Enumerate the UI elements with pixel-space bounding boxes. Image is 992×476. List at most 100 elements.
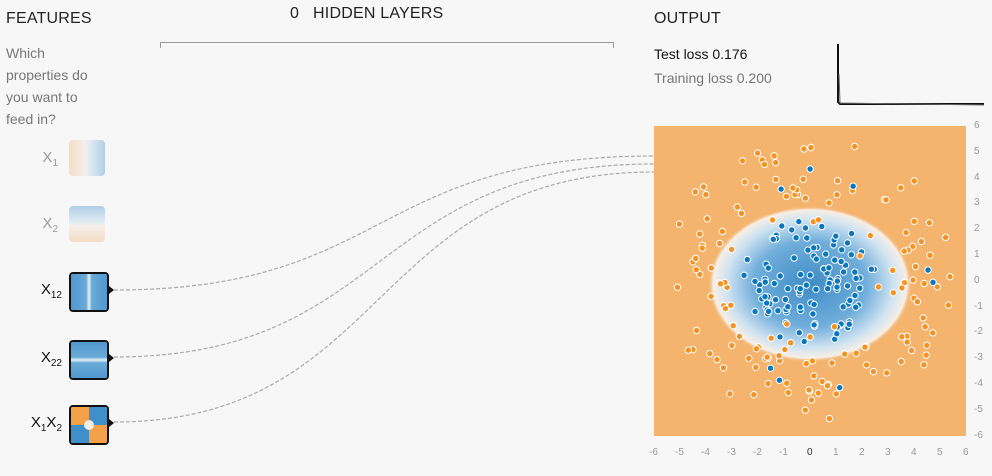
data-point (684, 346, 692, 354)
data-point (856, 252, 864, 260)
data-point (924, 266, 932, 274)
feature-x1[interactable]: X1 (0, 140, 110, 180)
data-point (818, 377, 826, 386)
features-title: FEATURES (6, 10, 92, 27)
data-point (803, 234, 811, 242)
data-point (718, 227, 727, 236)
data-point (789, 184, 797, 192)
y-tick-label: -4 (974, 378, 983, 389)
data-point (833, 191, 841, 199)
x-tick-label: 2 (859, 447, 865, 458)
data-point (933, 283, 941, 291)
data-point (907, 346, 916, 355)
data-point (806, 165, 814, 173)
data-point (843, 239, 852, 247)
x-tick-label: -3 (727, 447, 736, 458)
data-point (740, 271, 748, 280)
data-point (719, 364, 728, 372)
data-point (750, 391, 758, 399)
data-point (801, 406, 810, 414)
data-point (673, 283, 682, 292)
data-point (763, 299, 771, 307)
data-point (852, 274, 860, 283)
data-point (847, 251, 856, 259)
data-point (772, 158, 780, 167)
data-point (867, 265, 876, 273)
data-point (910, 177, 918, 185)
data-point (761, 278, 770, 286)
data-point (946, 273, 954, 281)
data-point (727, 301, 735, 309)
data-point (777, 185, 785, 193)
data-point (775, 376, 784, 384)
data-point (707, 292, 715, 301)
data-point (721, 304, 730, 313)
feature-x1x2[interactable]: X1X2 (0, 405, 114, 445)
data-point (692, 266, 700, 274)
hidden-layers-label: HIDDEN LAYERS (313, 5, 444, 22)
connection-x2-squared[interactable] (113, 163, 655, 358)
data-point (833, 283, 841, 291)
data-point (775, 352, 783, 360)
data-point (851, 142, 859, 151)
output-heatmap[interactable] (654, 126, 966, 436)
feature-x2-squared-output-arrow (109, 354, 114, 362)
x-tick-label: 0 (807, 447, 813, 458)
data-point (713, 355, 721, 364)
data-point (726, 390, 734, 398)
feature-x2-squared[interactable]: X22 (0, 340, 114, 380)
data-point (911, 262, 920, 271)
data-point (898, 333, 906, 341)
feature-x2[interactable]: X2 (0, 206, 110, 246)
data-point (771, 296, 780, 304)
data-point (703, 215, 711, 223)
data-point (917, 237, 926, 246)
data-point (715, 239, 724, 248)
x-tick-label: 5 (937, 447, 943, 458)
data-point (852, 349, 860, 357)
data-point (782, 192, 791, 201)
data-point (807, 396, 816, 404)
data-point (944, 301, 953, 309)
data-point (825, 414, 834, 423)
data-point (796, 285, 805, 293)
feature-x1-squared[interactable]: X12 (0, 272, 114, 312)
y-tick-label: -5 (974, 403, 983, 415)
test-loss: Test loss 0.176 (654, 46, 748, 62)
feature-x2-squared-thumbnail[interactable] (69, 340, 109, 380)
x-tick-label: -2 (753, 447, 762, 458)
data-point (776, 272, 784, 280)
data-point (866, 231, 875, 240)
data-point (825, 199, 833, 207)
data-point (833, 277, 842, 285)
data-point (839, 268, 848, 276)
y-tick-label: -6 (974, 429, 983, 441)
feature-x1-squared-thumbnail[interactable] (69, 272, 109, 312)
data-point (849, 182, 857, 190)
data-point (764, 264, 773, 272)
feature-x1x2-label: X1X2 (30, 414, 62, 434)
data-point (692, 254, 700, 263)
data-point (774, 307, 782, 315)
x-tick-label: -1 (779, 447, 788, 458)
data-point (823, 382, 832, 390)
data-point (727, 245, 736, 254)
y-tick-label: -2 (974, 326, 983, 338)
data-point (743, 255, 752, 264)
data-point (882, 196, 890, 204)
data-point (769, 235, 778, 244)
data-point (766, 364, 775, 372)
connection-x1-squared[interactable] (113, 155, 655, 291)
feature-x2-thumbnail[interactable] (69, 206, 105, 242)
data-point (804, 246, 812, 254)
feature-x1-thumbnail[interactable] (69, 140, 105, 176)
data-point (883, 369, 891, 377)
data-point (784, 285, 792, 293)
data-point (802, 359, 811, 368)
data-point (707, 264, 715, 272)
x-tick-label: 3 (885, 447, 891, 458)
feature-x1x2-thumbnail[interactable] (69, 405, 109, 445)
data-point (903, 338, 911, 346)
connection-x1x2[interactable] (113, 171, 655, 423)
data-point (706, 349, 714, 358)
